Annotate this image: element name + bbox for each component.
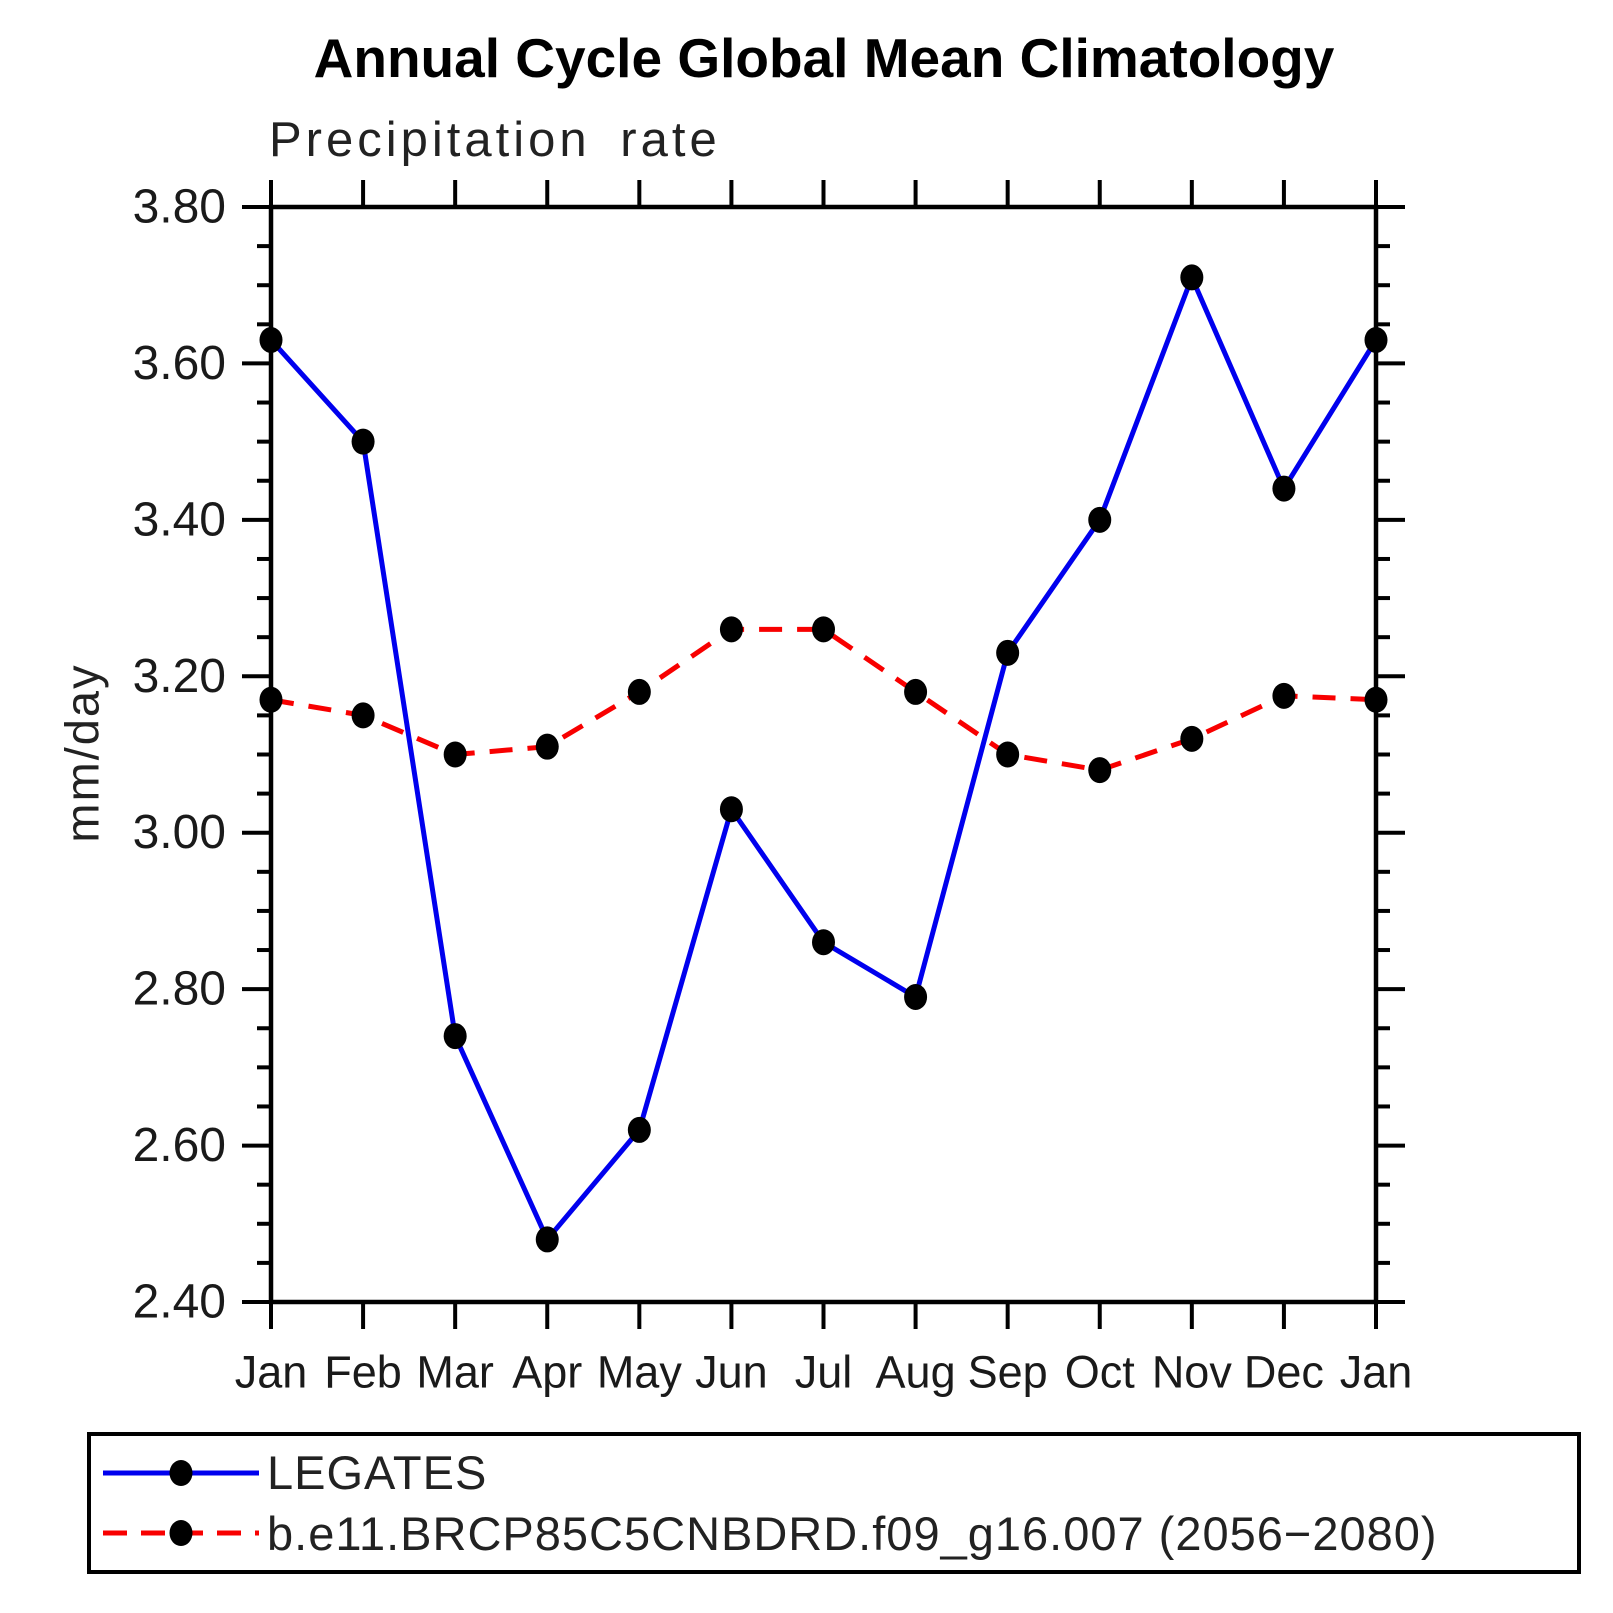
data-point (535, 733, 559, 760)
y-tick-label: 2.60 (133, 1119, 226, 1172)
data-point (1364, 686, 1388, 713)
x-tick-label: Mar (416, 1347, 494, 1398)
data-point (1180, 725, 1204, 752)
series-line-1 (270, 626, 1377, 773)
data-point (259, 686, 283, 713)
data-point (1180, 264, 1204, 291)
y-tick-label: 2.80 (133, 963, 226, 1016)
data-point (443, 1023, 467, 1050)
legend-label: LEGATES (267, 1446, 488, 1500)
data-point (904, 983, 928, 1010)
x-tick-label: Jan (235, 1347, 308, 1398)
data-point (1272, 475, 1296, 502)
y-tick-label: 3.80 (133, 181, 226, 234)
data-point (1088, 757, 1112, 784)
data-point (996, 741, 1020, 768)
y-tick-label: 2.40 (133, 1276, 226, 1329)
data-point (443, 741, 467, 768)
legend-line-sample-solid (103, 1459, 259, 1486)
x-tick-label: Sep (968, 1347, 1048, 1398)
y-tick-label: 3.00 (133, 806, 226, 859)
data-point (535, 1226, 559, 1253)
legend: LEGATES b.e11.BRCP85C5CNBDRD.f09_g16.007… (87, 1432, 1581, 1574)
legend-item: b.e11.BRCP85C5CNBDRD.f09_g16.007 (2056−2… (101, 1507, 1577, 1560)
data-point (627, 1116, 651, 1143)
data-point (1364, 326, 1388, 353)
axis-frame (268, 204, 1379, 1305)
legend-label: b.e11.BRCP85C5CNBDRD.f09_g16.007 (2056−2… (267, 1506, 1438, 1560)
x-tick-label: Aug (876, 1347, 956, 1398)
data-point (812, 929, 835, 956)
data-point (351, 702, 375, 729)
y-tick-label: 3.60 (133, 337, 226, 390)
x-tick-label: Nov (1152, 1347, 1233, 1398)
x-tick-label: Dec (1244, 1347, 1324, 1398)
chart-subtitle: Precipitation rate (269, 113, 721, 167)
chart-title: Annual Cycle Global Mean Climatology (313, 27, 1335, 89)
data-point (904, 678, 928, 705)
data-point (812, 616, 835, 643)
data-point (1272, 682, 1296, 709)
legend-marker-icon (169, 1459, 193, 1486)
legend-line-sample-dashed (103, 1520, 259, 1547)
x-tick-label: Apr (512, 1347, 582, 1398)
data-point (627, 678, 651, 705)
data-point (351, 428, 375, 455)
y-tick-label: 3.40 (133, 493, 226, 546)
x-tick-label: May (597, 1347, 683, 1398)
series-line-0 (269, 274, 1379, 1242)
x-tick-label: Jul (795, 1347, 853, 1398)
legend-marker-icon (169, 1520, 193, 1547)
legend-item: LEGATES (101, 1446, 1577, 1499)
x-tick-label: Feb (324, 1347, 402, 1398)
data-point (996, 639, 1020, 666)
data-point (719, 616, 743, 643)
x-tick-label: Jan (1340, 1347, 1413, 1398)
data-point (719, 796, 743, 823)
x-tick-label: Jun (695, 1347, 768, 1398)
x-tick-label: Oct (1065, 1347, 1136, 1398)
y-tick-label: 3.20 (133, 650, 226, 703)
data-point (259, 326, 283, 353)
data-point (1088, 506, 1112, 533)
